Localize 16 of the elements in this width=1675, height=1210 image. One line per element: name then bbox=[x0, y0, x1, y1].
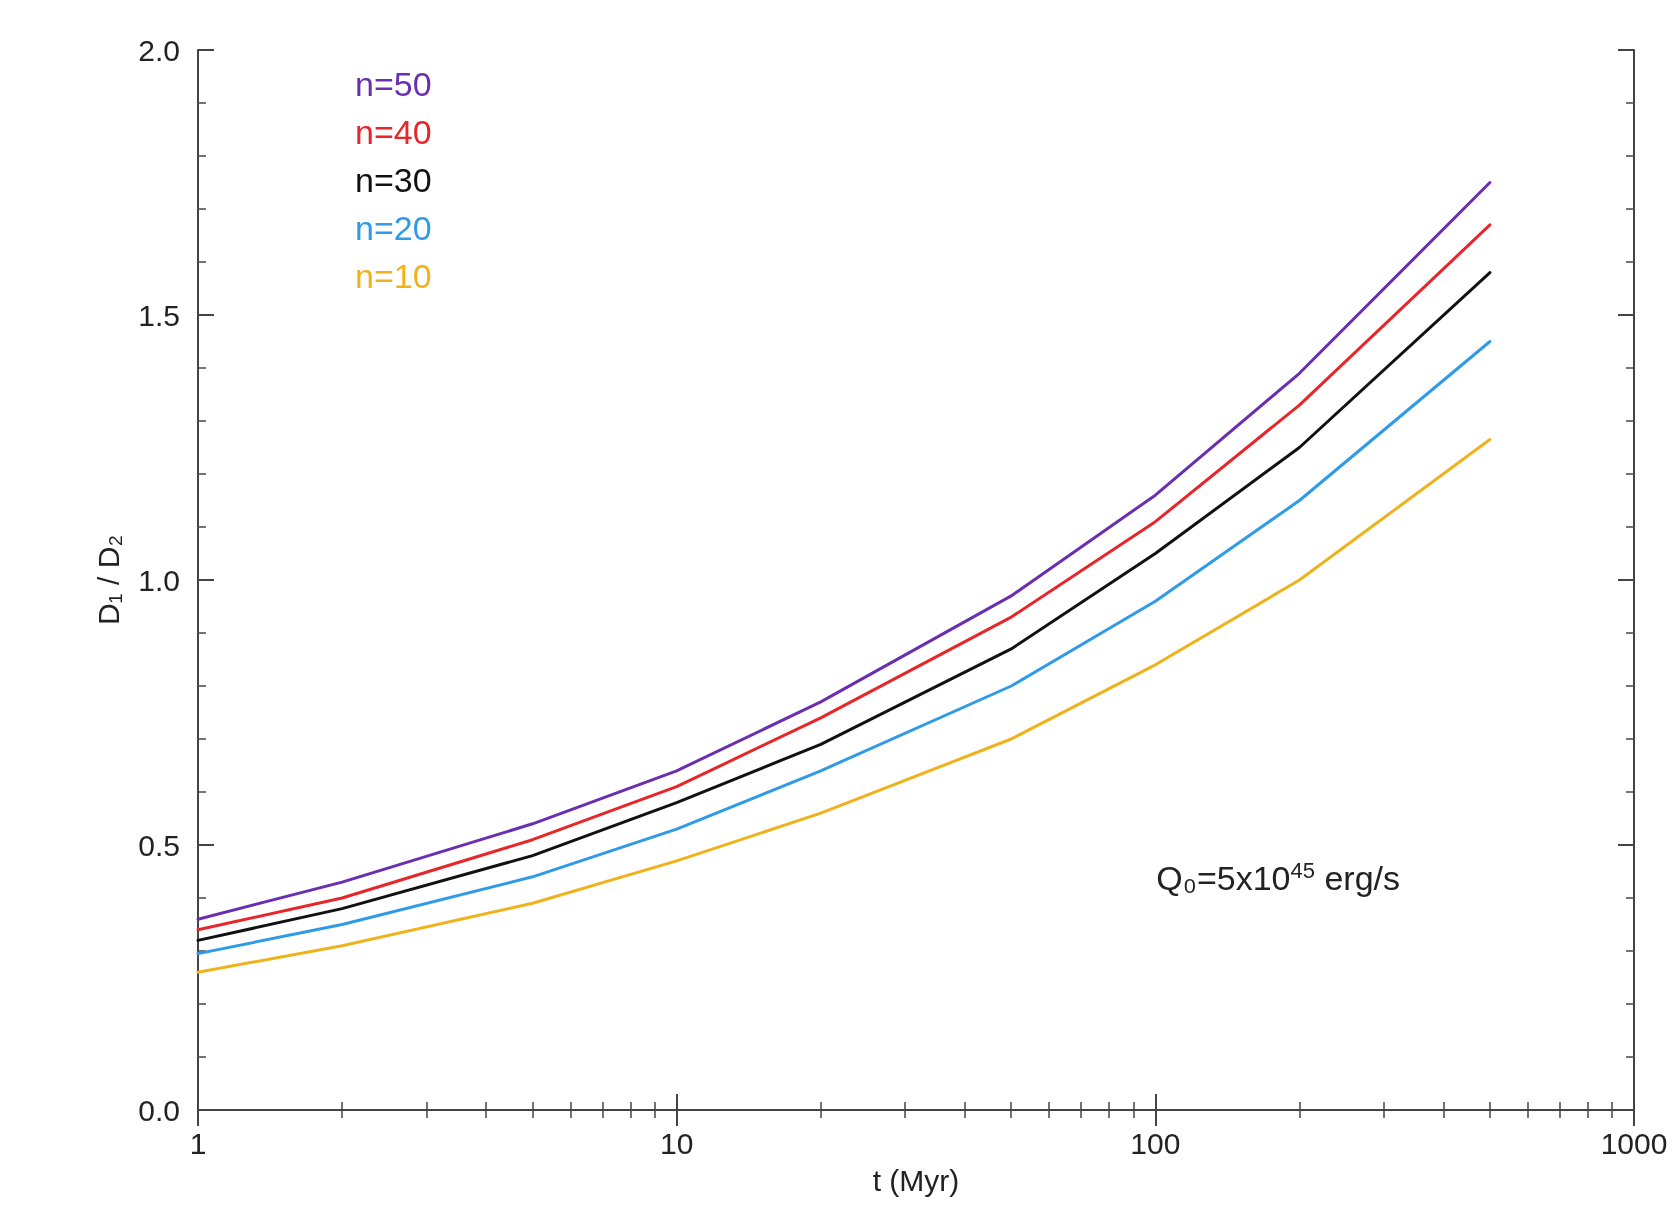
x-tick-label: 1000 bbox=[1600, 1126, 1668, 1160]
y-tick-label: 1.0 bbox=[138, 563, 180, 597]
y-axis-title: D₁ / D₂ bbox=[91, 534, 125, 626]
y-tick-label: 0.0 bbox=[138, 1093, 180, 1127]
text: n=30 bbox=[355, 161, 432, 199]
x-tick-label: 10 bbox=[659, 1126, 694, 1160]
y-tick-label: 1.5 bbox=[138, 298, 180, 332]
x-axis-title: t (Myr) bbox=[872, 1163, 960, 1197]
text: n=20 bbox=[355, 209, 432, 247]
x-tick-label: 100 bbox=[1130, 1126, 1181, 1160]
text: n=10 bbox=[355, 257, 432, 295]
x-tick-label: 1 bbox=[189, 1126, 207, 1160]
y-tick-label: 2.0 bbox=[138, 33, 180, 67]
text: n=50 bbox=[355, 65, 432, 103]
text: n=40 bbox=[355, 113, 432, 151]
y-tick-label: 0.5 bbox=[138, 828, 180, 862]
